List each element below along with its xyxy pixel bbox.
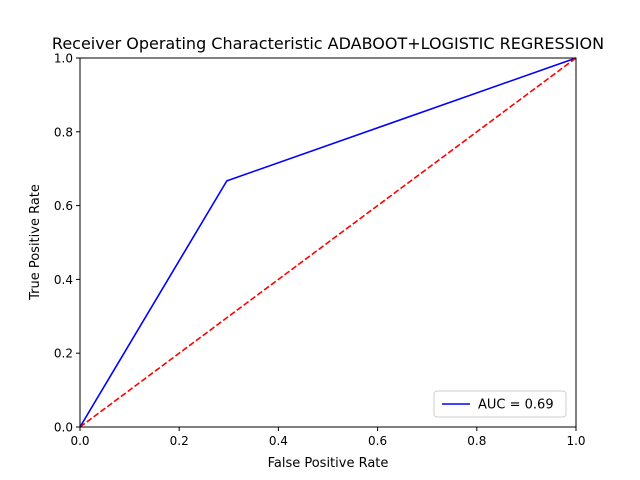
roc-curve-line: [79, 57, 577, 428]
plot-area: 0.0 0.2 0.4 0.6 0.8 1.0 0.0 0.2 0.4 0.6 0.8 1.0 AUC …: [54, 52, 586, 449]
y-tick-label: 0.4: [54, 273, 73, 287]
y-tick-label: 0.2: [54, 347, 73, 361]
x-tick-label: 1.0: [566, 434, 585, 448]
y-tick-label: 0.8: [54, 125, 73, 139]
plot-frame: [79, 57, 577, 428]
y-tick-label: 0.0: [54, 421, 73, 435]
x-axis-label: False Positive Rate: [268, 456, 389, 471]
x-tick-label: 0.4: [269, 434, 288, 448]
legend-box: [433, 390, 567, 418]
y-axis-label: True Positive Rate: [28, 184, 43, 301]
diagonal-reference-line: [79, 57, 577, 428]
x-tick-label: 0.8: [467, 434, 486, 448]
x-tick-label: 0.6: [368, 434, 387, 448]
x-tick-label: 0.2: [170, 434, 189, 448]
y-tick-label: 1.0: [54, 52, 73, 66]
x-tick-label: 0.0: [70, 434, 89, 448]
legend-label: AUC = 0.69: [478, 398, 554, 413]
chart-title: Receiver Operating Characteristic ADABOO…: [52, 34, 604, 53]
y-tick-label: 0.6: [54, 199, 73, 213]
